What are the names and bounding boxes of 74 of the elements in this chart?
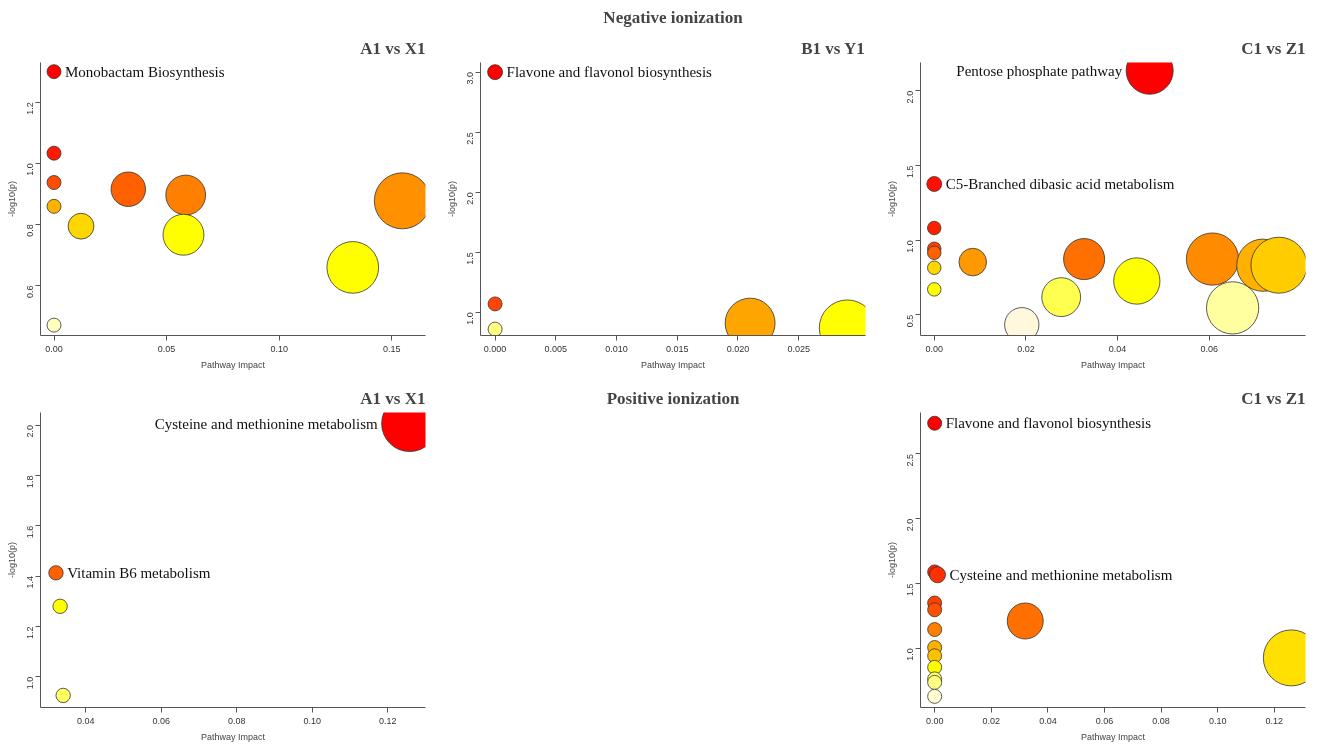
annotation: Vitamin B6 metabolism xyxy=(67,564,211,581)
x-tick-label: 0.08 xyxy=(1152,715,1170,726)
y-tick-label: 0.6 xyxy=(25,285,36,298)
chart-title: C1 vs Z1 xyxy=(1241,38,1306,58)
y-tick-label: 1.0 xyxy=(465,312,476,325)
x-tick-label: 0.12 xyxy=(1265,715,1284,726)
x-axis-title: Pathway Impact xyxy=(200,731,266,742)
x-axis-title: Pathway Impact xyxy=(1080,731,1146,742)
x-tick-label: 0.08 xyxy=(228,715,246,726)
y-axis-title: -log10(p) xyxy=(6,541,17,579)
y-axis-title: -log10(p) xyxy=(6,180,17,218)
x-tick-label: 0.02 xyxy=(1017,343,1035,354)
y-tick-label: 1.0 xyxy=(25,163,36,176)
y-axis-title: -log10(p) xyxy=(886,541,897,579)
x-tick-label: 0.06 xyxy=(152,715,171,726)
x-axis-title: Pathway Impact xyxy=(200,359,266,370)
x-tick-label: 0.10 xyxy=(303,715,322,726)
y-tick-label: 1.8 xyxy=(25,475,36,488)
annotation: Cysteine and methionine metabolism xyxy=(949,566,1173,583)
y-tick-label: 1.5 xyxy=(905,165,916,178)
y-tick-label: 2.0 xyxy=(905,90,916,104)
x-tick-label: 0.020 xyxy=(726,343,750,354)
x-tick-label: 0.12 xyxy=(379,715,397,726)
annotation: Flavone and flavonol biosynthesis xyxy=(945,415,1152,432)
y-tick-label: 2.0 xyxy=(905,518,916,532)
x-tick-label: 0.04 xyxy=(1108,343,1127,354)
y-axis-title: -log10(p) xyxy=(886,180,897,218)
y-tick-label: 0.8 xyxy=(25,224,36,237)
x-tick-label: 0.10 xyxy=(270,343,288,354)
text: Positive ionization xyxy=(606,388,740,408)
chart-title: C1 vs Z1 xyxy=(1241,388,1306,408)
x-tick-label: 0.00 xyxy=(925,715,944,726)
x-tick-label: 0.10 xyxy=(1208,715,1227,726)
annotation: Flavone and flavonol biosynthesis xyxy=(506,64,713,81)
y-tick-label: 1.5 xyxy=(465,252,476,265)
y-tick-label: 1.4 xyxy=(25,576,36,589)
y-tick-label: 0.5 xyxy=(905,314,916,328)
y-tick-label: 1.0 xyxy=(25,676,36,690)
chart-subtitle: B1 vs Y1 xyxy=(801,38,865,58)
x-tick-label: 0.000 xyxy=(483,343,507,354)
y-tick-label: 3.0 xyxy=(465,72,476,85)
annotation: Monobactam Biosynthesis xyxy=(65,63,225,80)
y-tick-label: 2.5 xyxy=(465,132,476,145)
y-tick-label: 1.5 xyxy=(905,583,916,596)
x-tick-label: 0.010 xyxy=(605,343,628,354)
x-tick-label: 0.025 xyxy=(787,343,810,354)
y-tick-label: 1.2 xyxy=(25,626,36,639)
x-tick-label: 0.06 xyxy=(1200,343,1219,354)
y-tick-label: 1.2 xyxy=(25,102,36,115)
annotation: C5-Branched dibasic acid metabolism xyxy=(945,176,1175,192)
chart-title: A1 vs X1 xyxy=(360,388,426,408)
x-tick-label: 0.04 xyxy=(1039,715,1057,726)
y-tick-label: 1.0 xyxy=(905,648,916,661)
x-tick-label: 0.00 xyxy=(925,343,944,354)
y-axis-title: -log10(p) xyxy=(446,180,457,218)
annotation: Cysteine and methionine metabolism xyxy=(154,415,378,432)
x-axis-title: Pathway Impact xyxy=(640,359,706,370)
annotation: Pentose phosphate pathway xyxy=(956,62,1123,79)
x-axis-title: Pathway Impact xyxy=(1080,359,1146,370)
y-tick-label: 1.6 xyxy=(25,525,36,539)
x-tick-label: 0.00 xyxy=(45,343,63,354)
y-tick-label: 2.0 xyxy=(25,425,36,438)
x-tick-label: 0.05 xyxy=(157,343,176,354)
chart-title: A1 vs X1 xyxy=(360,38,426,58)
y-tick-label: 2.0 xyxy=(465,192,476,205)
x-tick-label: 0.02 xyxy=(982,715,1001,726)
chart-title: Negative ionization xyxy=(603,7,744,27)
x-tick-label: 0.015 xyxy=(665,343,689,354)
x-tick-label: 0.06 xyxy=(1095,715,1114,726)
x-tick-label: 0.005 xyxy=(544,343,568,354)
x-tick-label: 0.15 xyxy=(382,343,401,354)
y-tick-label: 2.5 xyxy=(905,453,916,467)
y-tick-label: 1.0 xyxy=(905,240,916,253)
x-tick-label: 0.04 xyxy=(77,715,95,726)
